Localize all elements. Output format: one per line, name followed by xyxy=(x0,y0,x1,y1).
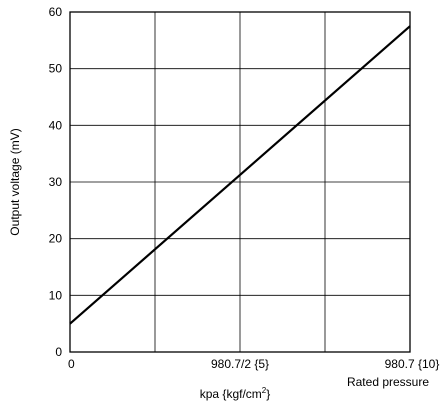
x-axis-label-main: kpa {kgf/cm xyxy=(200,387,262,401)
plot-frame xyxy=(69,11,411,353)
x-axis-label-close: } xyxy=(266,387,270,401)
y-tick-label: 40 xyxy=(49,118,63,132)
x-tick-labels: 0 980.7/2 {5} 980.7 {10} xyxy=(68,357,439,371)
y-tick-labels: 0 10 20 30 40 50 60 xyxy=(49,5,63,359)
x-tick-label: 980.7/2 {5} xyxy=(211,357,269,371)
y-tick-label: 50 xyxy=(49,62,63,76)
y-tick-label: 10 xyxy=(49,288,63,302)
series-group xyxy=(69,25,411,325)
series-line xyxy=(69,25,411,325)
x-tick-label: 0 xyxy=(68,357,75,371)
y-axis-label: Output voltage (mV) xyxy=(8,128,22,235)
x-tick-label: 980.7 {10} xyxy=(385,357,440,371)
y-tick-label: 0 xyxy=(55,345,62,359)
x-axis-label: kpa {kgf/cm2} xyxy=(200,386,271,401)
x-axis-label-sup: 2 xyxy=(262,386,267,395)
gridlines xyxy=(70,12,410,352)
y-tick-label: 60 xyxy=(49,5,63,19)
y-tick-label: 20 xyxy=(49,232,63,246)
y-tick-label: 30 xyxy=(49,175,63,189)
x-tick-note: Rated pressure xyxy=(347,375,429,389)
